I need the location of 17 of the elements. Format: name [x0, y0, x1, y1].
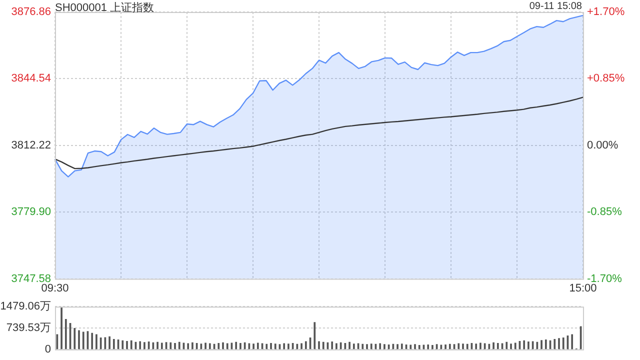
y2-tick-label: +0.85%: [587, 72, 625, 85]
y-tick-label: 739.53万: [6, 322, 51, 334]
y2-tick-label: -0.85%: [587, 206, 622, 218]
annotation: 09-11 15:08: [529, 1, 582, 12]
y-tick-label: 3876.86: [11, 6, 51, 18]
x-tick-label: 15:00: [569, 282, 597, 294]
y-tick-label: 3779.90: [11, 206, 51, 218]
y-tick-label: 3812.22: [11, 139, 51, 152]
y2-tick-label: 0.00%: [587, 139, 618, 152]
y2-tick-label: -1.70%: [587, 272, 622, 285]
y2-tick-label: +1.70%: [587, 6, 625, 18]
y-tick-label: 3844.54: [11, 72, 51, 85]
x-tick-label: 09:30: [41, 282, 69, 294]
y-tick-label: 0: [44, 343, 51, 356]
chart-title: SH000001 上证指数: [55, 1, 154, 15]
y-tick-label: 3747.58: [11, 272, 51, 285]
y-tick-label: 1479.06万: [0, 300, 51, 313]
